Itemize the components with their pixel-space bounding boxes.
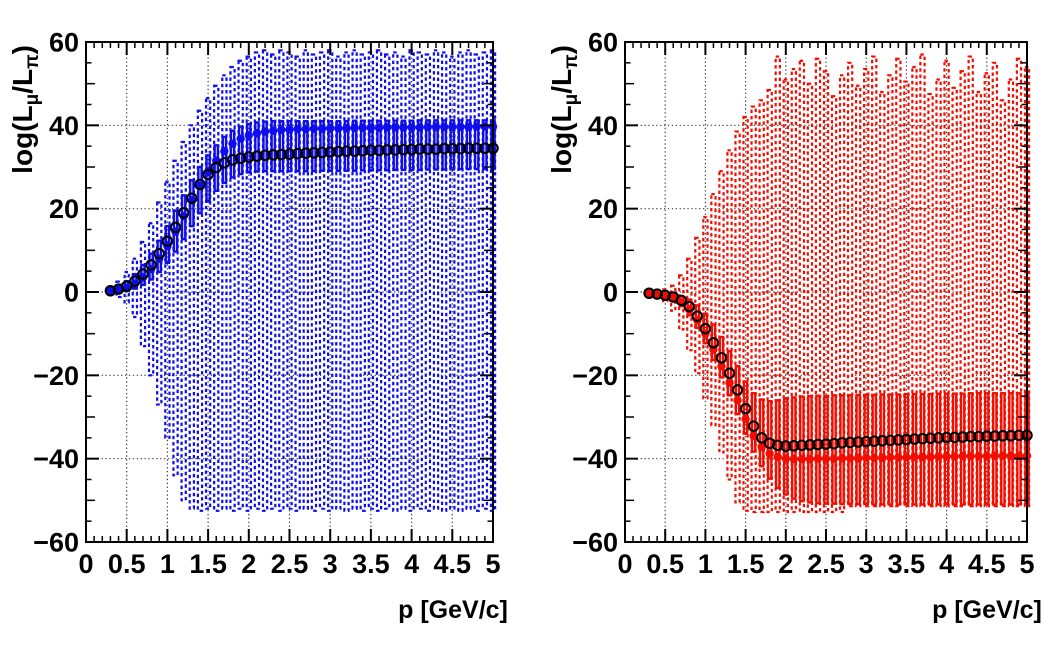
- y-tick-labels: −60 −40 −20 0 20 40 60: [572, 28, 618, 558]
- svg-text:2: 2: [778, 549, 793, 579]
- axis-ticks: [85, 41, 494, 543]
- svg-text:−20: −20: [572, 361, 618, 391]
- svg-text:2.5: 2.5: [271, 549, 309, 579]
- extreme-whisker-boxes: [107, 49, 497, 512]
- svg-text:0.5: 0.5: [646, 549, 684, 579]
- svg-text:1: 1: [698, 549, 713, 579]
- svg-text:60: 60: [49, 28, 79, 58]
- svg-text:2.5: 2.5: [807, 549, 845, 579]
- pion-pad: 0 0.5 1 1.5 2 2.5 3 3.5 4 4.5 5 −60 −40 −20 0 20 40 60 p […: [546, 28, 1042, 625]
- svg-text:3: 3: [323, 549, 338, 579]
- y-tick-labels: −60 −40 −20 0 20 40 60: [33, 28, 79, 558]
- svg-text:−60: −60: [572, 528, 618, 558]
- x-axis-title: p [GeV/c]: [398, 596, 508, 624]
- svg-text:1.5: 1.5: [189, 549, 227, 579]
- svg-text:40: 40: [49, 111, 79, 141]
- svg-text:20: 20: [588, 194, 618, 224]
- extreme-whisker-boxes: [645, 53, 1031, 514]
- svg-text:−40: −40: [572, 444, 618, 474]
- svg-text:60: 60: [588, 28, 618, 58]
- mean-markers: [104, 142, 499, 297]
- svg-text:5: 5: [485, 549, 500, 579]
- svg-text:2: 2: [241, 549, 256, 579]
- axis-ticks: [624, 41, 1028, 543]
- x-tick-labels: 0 0.5 1 1.5 2 2.5 3 3.5 4 4.5 5: [617, 549, 1034, 579]
- grid-lines: [625, 42, 1027, 542]
- svg-text:4.5: 4.5: [434, 549, 472, 579]
- svg-text:4: 4: [404, 549, 419, 579]
- x-axis-title: p [GeV/c]: [932, 596, 1042, 624]
- svg-text:0: 0: [603, 278, 618, 308]
- muon-pad: 0 0.5 1 1.5 2 2.5 3 3.5 4 4.5 5 −60 −40 −20 0 20 40 60 p […: [7, 28, 508, 625]
- svg-text:−60: −60: [33, 528, 79, 558]
- svg-text:1.5: 1.5: [727, 549, 765, 579]
- svg-text:5: 5: [1019, 549, 1034, 579]
- svg-text:4.5: 4.5: [968, 549, 1006, 579]
- svg-text:0: 0: [617, 549, 632, 579]
- svg-text:0.5: 0.5: [108, 549, 146, 579]
- svg-text:−20: −20: [33, 361, 79, 391]
- y-axis-title: log(Lμ/Lπ): [546, 45, 582, 174]
- svg-text:20: 20: [49, 194, 79, 224]
- svg-text:0: 0: [64, 278, 79, 308]
- svg-text:0: 0: [78, 549, 93, 579]
- svg-text:3.5: 3.5: [352, 549, 390, 579]
- y-axis-title: log(Lμ/Lπ): [7, 45, 43, 174]
- x-tick-labels: 0 0.5 1 1.5 2 2.5 3 3.5 4 4.5 5: [78, 549, 500, 579]
- svg-text:3.5: 3.5: [888, 549, 926, 579]
- svg-text:−40: −40: [33, 444, 79, 474]
- svg-text:3: 3: [859, 549, 874, 579]
- svg-text:4: 4: [939, 549, 954, 579]
- svg-text:1: 1: [160, 549, 175, 579]
- svg-text:40: 40: [588, 111, 618, 141]
